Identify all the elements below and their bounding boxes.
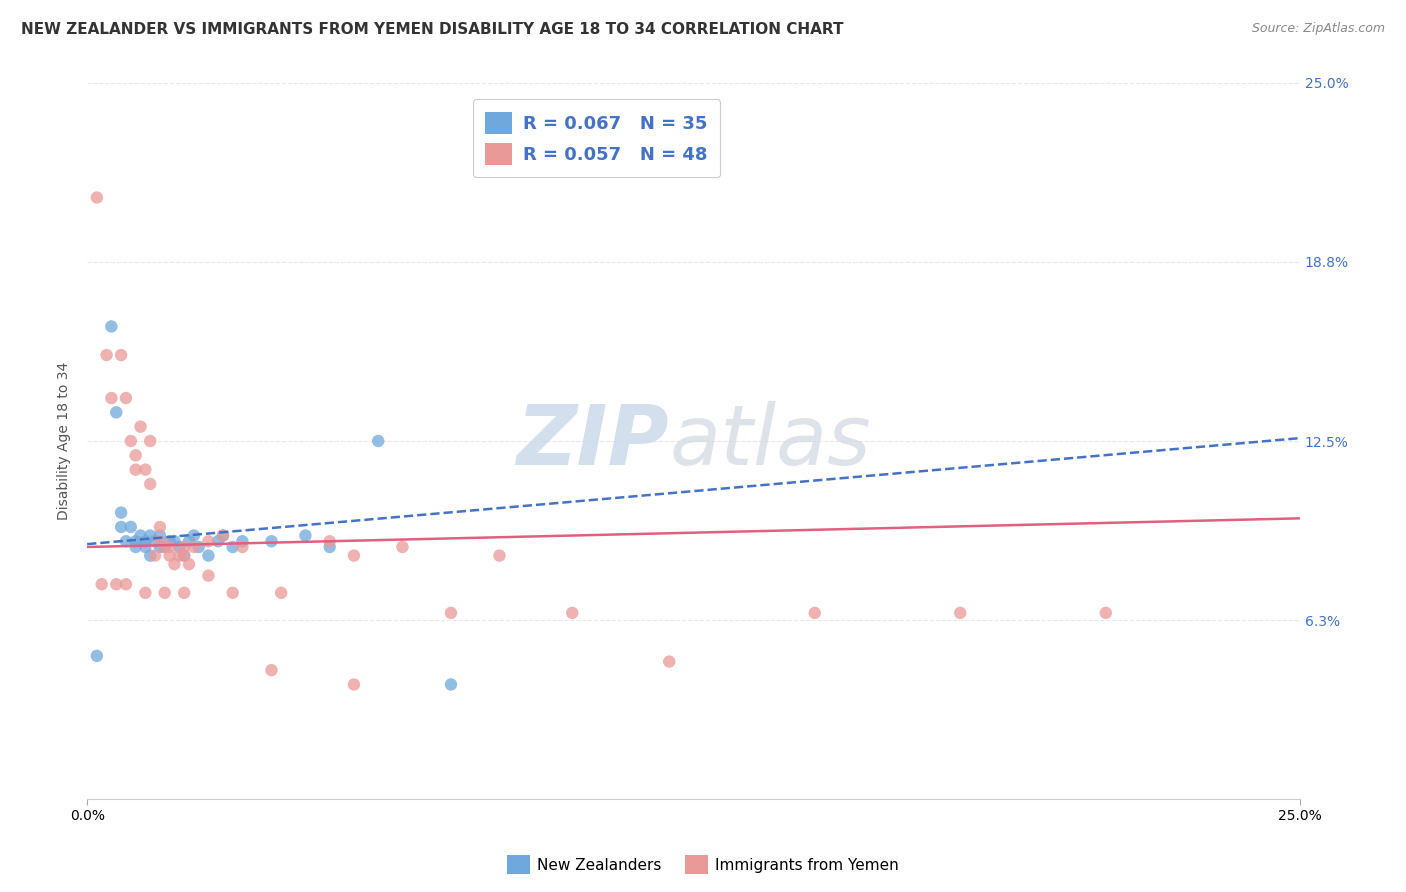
Point <box>129 419 152 434</box>
Point <box>124 540 146 554</box>
Point <box>105 577 128 591</box>
Point <box>159 534 181 549</box>
Point <box>115 534 138 549</box>
Point <box>139 549 162 563</box>
Point <box>124 448 146 462</box>
Point <box>153 540 176 554</box>
Point <box>139 528 162 542</box>
Point <box>207 534 229 549</box>
Point <box>129 528 152 542</box>
Point <box>90 577 112 591</box>
Point <box>197 568 219 582</box>
Point <box>134 534 156 549</box>
Point <box>391 540 413 554</box>
Text: Source: ZipAtlas.com: Source: ZipAtlas.com <box>1251 22 1385 36</box>
Point <box>105 405 128 419</box>
Text: atlas: atlas <box>669 401 870 482</box>
Point <box>440 677 463 691</box>
Point <box>115 391 138 405</box>
Point <box>110 506 132 520</box>
Y-axis label: Disability Age 18 to 34: Disability Age 18 to 34 <box>58 362 72 520</box>
Point <box>367 434 389 448</box>
Point <box>86 648 108 663</box>
Point <box>134 540 156 554</box>
Point <box>149 520 172 534</box>
Point <box>143 549 166 563</box>
Point <box>110 520 132 534</box>
Point <box>100 319 122 334</box>
Point <box>949 606 972 620</box>
Point <box>183 540 205 554</box>
Text: ZIP: ZIP <box>516 401 669 482</box>
Point <box>173 586 195 600</box>
Point <box>488 549 510 563</box>
Point <box>153 540 176 554</box>
Point <box>318 540 340 554</box>
Point <box>173 540 195 554</box>
Point <box>270 586 292 600</box>
Legend: New Zealanders, Immigrants from Yemen: New Zealanders, Immigrants from Yemen <box>501 849 905 880</box>
Point <box>197 534 219 549</box>
Point <box>187 540 209 554</box>
Point <box>110 348 132 362</box>
Point <box>134 586 156 600</box>
Point <box>658 655 681 669</box>
Point <box>197 549 219 563</box>
Point <box>139 477 162 491</box>
Point <box>159 549 181 563</box>
Point <box>120 520 142 534</box>
Point <box>163 534 186 549</box>
Point <box>1094 606 1116 620</box>
Point <box>260 534 283 549</box>
Point <box>260 663 283 677</box>
Point <box>153 586 176 600</box>
Point <box>318 534 340 549</box>
Point <box>212 528 235 542</box>
Point <box>803 606 825 620</box>
Point <box>173 549 195 563</box>
Point <box>221 586 243 600</box>
Point <box>177 557 200 571</box>
Point <box>124 534 146 549</box>
Point <box>231 534 253 549</box>
Point <box>134 463 156 477</box>
Point <box>221 540 243 554</box>
Point <box>149 528 172 542</box>
Point <box>149 534 172 549</box>
Point <box>177 534 200 549</box>
Point <box>343 677 366 691</box>
Point <box>139 434 162 448</box>
Point <box>149 540 172 554</box>
Point <box>294 528 316 542</box>
Point <box>561 606 583 620</box>
Legend: R = 0.067   N = 35, R = 0.057   N = 48: R = 0.067 N = 35, R = 0.057 N = 48 <box>472 99 720 178</box>
Point <box>115 577 138 591</box>
Point <box>231 540 253 554</box>
Point <box>173 549 195 563</box>
Text: NEW ZEALANDER VS IMMIGRANTS FROM YEMEN DISABILITY AGE 18 TO 34 CORRELATION CHART: NEW ZEALANDER VS IMMIGRANTS FROM YEMEN D… <box>21 22 844 37</box>
Point <box>212 528 235 542</box>
Point <box>169 549 191 563</box>
Point <box>169 540 191 554</box>
Point <box>343 549 366 563</box>
Point <box>100 391 122 405</box>
Point <box>159 540 181 554</box>
Point <box>183 528 205 542</box>
Point <box>163 557 186 571</box>
Point <box>124 463 146 477</box>
Point <box>440 606 463 620</box>
Point <box>86 190 108 204</box>
Point <box>120 434 142 448</box>
Point <box>143 534 166 549</box>
Point <box>96 348 118 362</box>
